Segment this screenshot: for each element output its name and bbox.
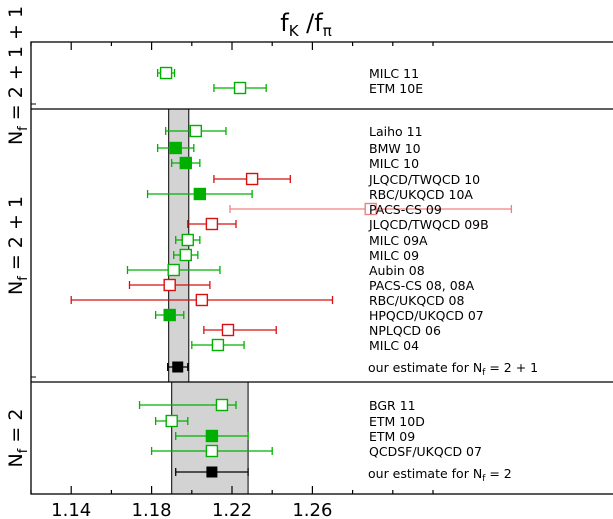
point-label: RBC/UKQCD 10A — [369, 187, 473, 202]
point-label: QCDSF/UKQCD 07 — [369, 444, 482, 459]
panel-label-2p1p1: Nf = 2 + 1 + 1 — [5, 6, 31, 145]
point-label: ETM 09 — [369, 429, 415, 444]
x-tick-label: 1.22 — [212, 500, 252, 519]
point-label: MILC 11 — [369, 66, 419, 81]
point-label: HPQCD/UKQCD 07 — [369, 308, 484, 323]
point-label: PACS-CS 08, 08A — [369, 278, 475, 293]
point-label: ETM 10E — [369, 81, 423, 96]
point-label: Aubin 08 — [369, 263, 425, 278]
point-label: Laiho 11 — [369, 124, 423, 139]
point-label: PACS-CS 09 — [369, 202, 442, 217]
point-bmw-10 — [156, 141, 195, 155]
point-qcdsf-ukqcd-07 — [150, 444, 273, 458]
point-jlqcd-twqcd-10 — [213, 172, 291, 186]
point-label: BGR 11 — [369, 398, 416, 413]
point-rbc-ukqcd-08 — [70, 293, 334, 307]
point-etm-10d — [154, 414, 189, 428]
point-milc-04 — [191, 338, 245, 352]
point-etm-09 — [175, 429, 249, 443]
panel-label-2: Nf = 2 — [5, 409, 31, 468]
point-laiho-11 — [165, 124, 227, 138]
point-hpqcd-ukqcd-07 — [154, 308, 185, 322]
point-label: MILC 09A — [369, 233, 428, 248]
chart-title: fK /fπ — [280, 9, 332, 40]
point-milc-09a — [175, 233, 201, 247]
point-jlqcd-twqcd-09b — [187, 217, 237, 231]
point-rbc-ukqcd-10a — [146, 187, 253, 201]
point-pacs-cs-09 — [229, 202, 513, 216]
point-pacs-cs-08-08a — [128, 278, 211, 292]
point-nplqcd-06 — [203, 323, 277, 337]
point-bgr-11 — [138, 398, 237, 412]
point-label: NPLQCD 06 — [369, 323, 441, 338]
estimate-2 — [175, 466, 249, 478]
point-label: JLQCD/TWQCD 10 — [368, 172, 480, 187]
estimate-label-2p1: our estimate for Nf = 2 + 1 — [368, 360, 538, 378]
point-label: BMW 10 — [369, 141, 421, 156]
panel-label-2p1: Nf = 2 + 1 — [5, 196, 31, 295]
point-label: MILC 10 — [369, 156, 419, 171]
estimate-label-2: our estimate for Nf = 2 — [368, 466, 512, 484]
plot-frame — [30, 41, 613, 495]
x-tick-label: 1.18 — [132, 500, 172, 519]
point-label: JLQCD/TWQCD 09B — [368, 217, 489, 232]
x-tick-label: 1.26 — [292, 500, 332, 519]
point-label: MILC 09 — [369, 248, 419, 263]
point-label: MILC 04 — [369, 338, 419, 353]
point-label: RBC/UKQCD 08 — [369, 293, 464, 308]
point-milc-11 — [156, 66, 176, 80]
estimate-2p1 — [167, 361, 189, 373]
point-etm-10e — [213, 81, 267, 95]
point-aubin-08 — [126, 263, 221, 277]
point-label: ETM 10D — [369, 414, 425, 429]
point-milc-09 — [173, 248, 199, 262]
point-milc-10 — [171, 156, 201, 170]
x-tick-label: 1.14 — [51, 500, 91, 519]
